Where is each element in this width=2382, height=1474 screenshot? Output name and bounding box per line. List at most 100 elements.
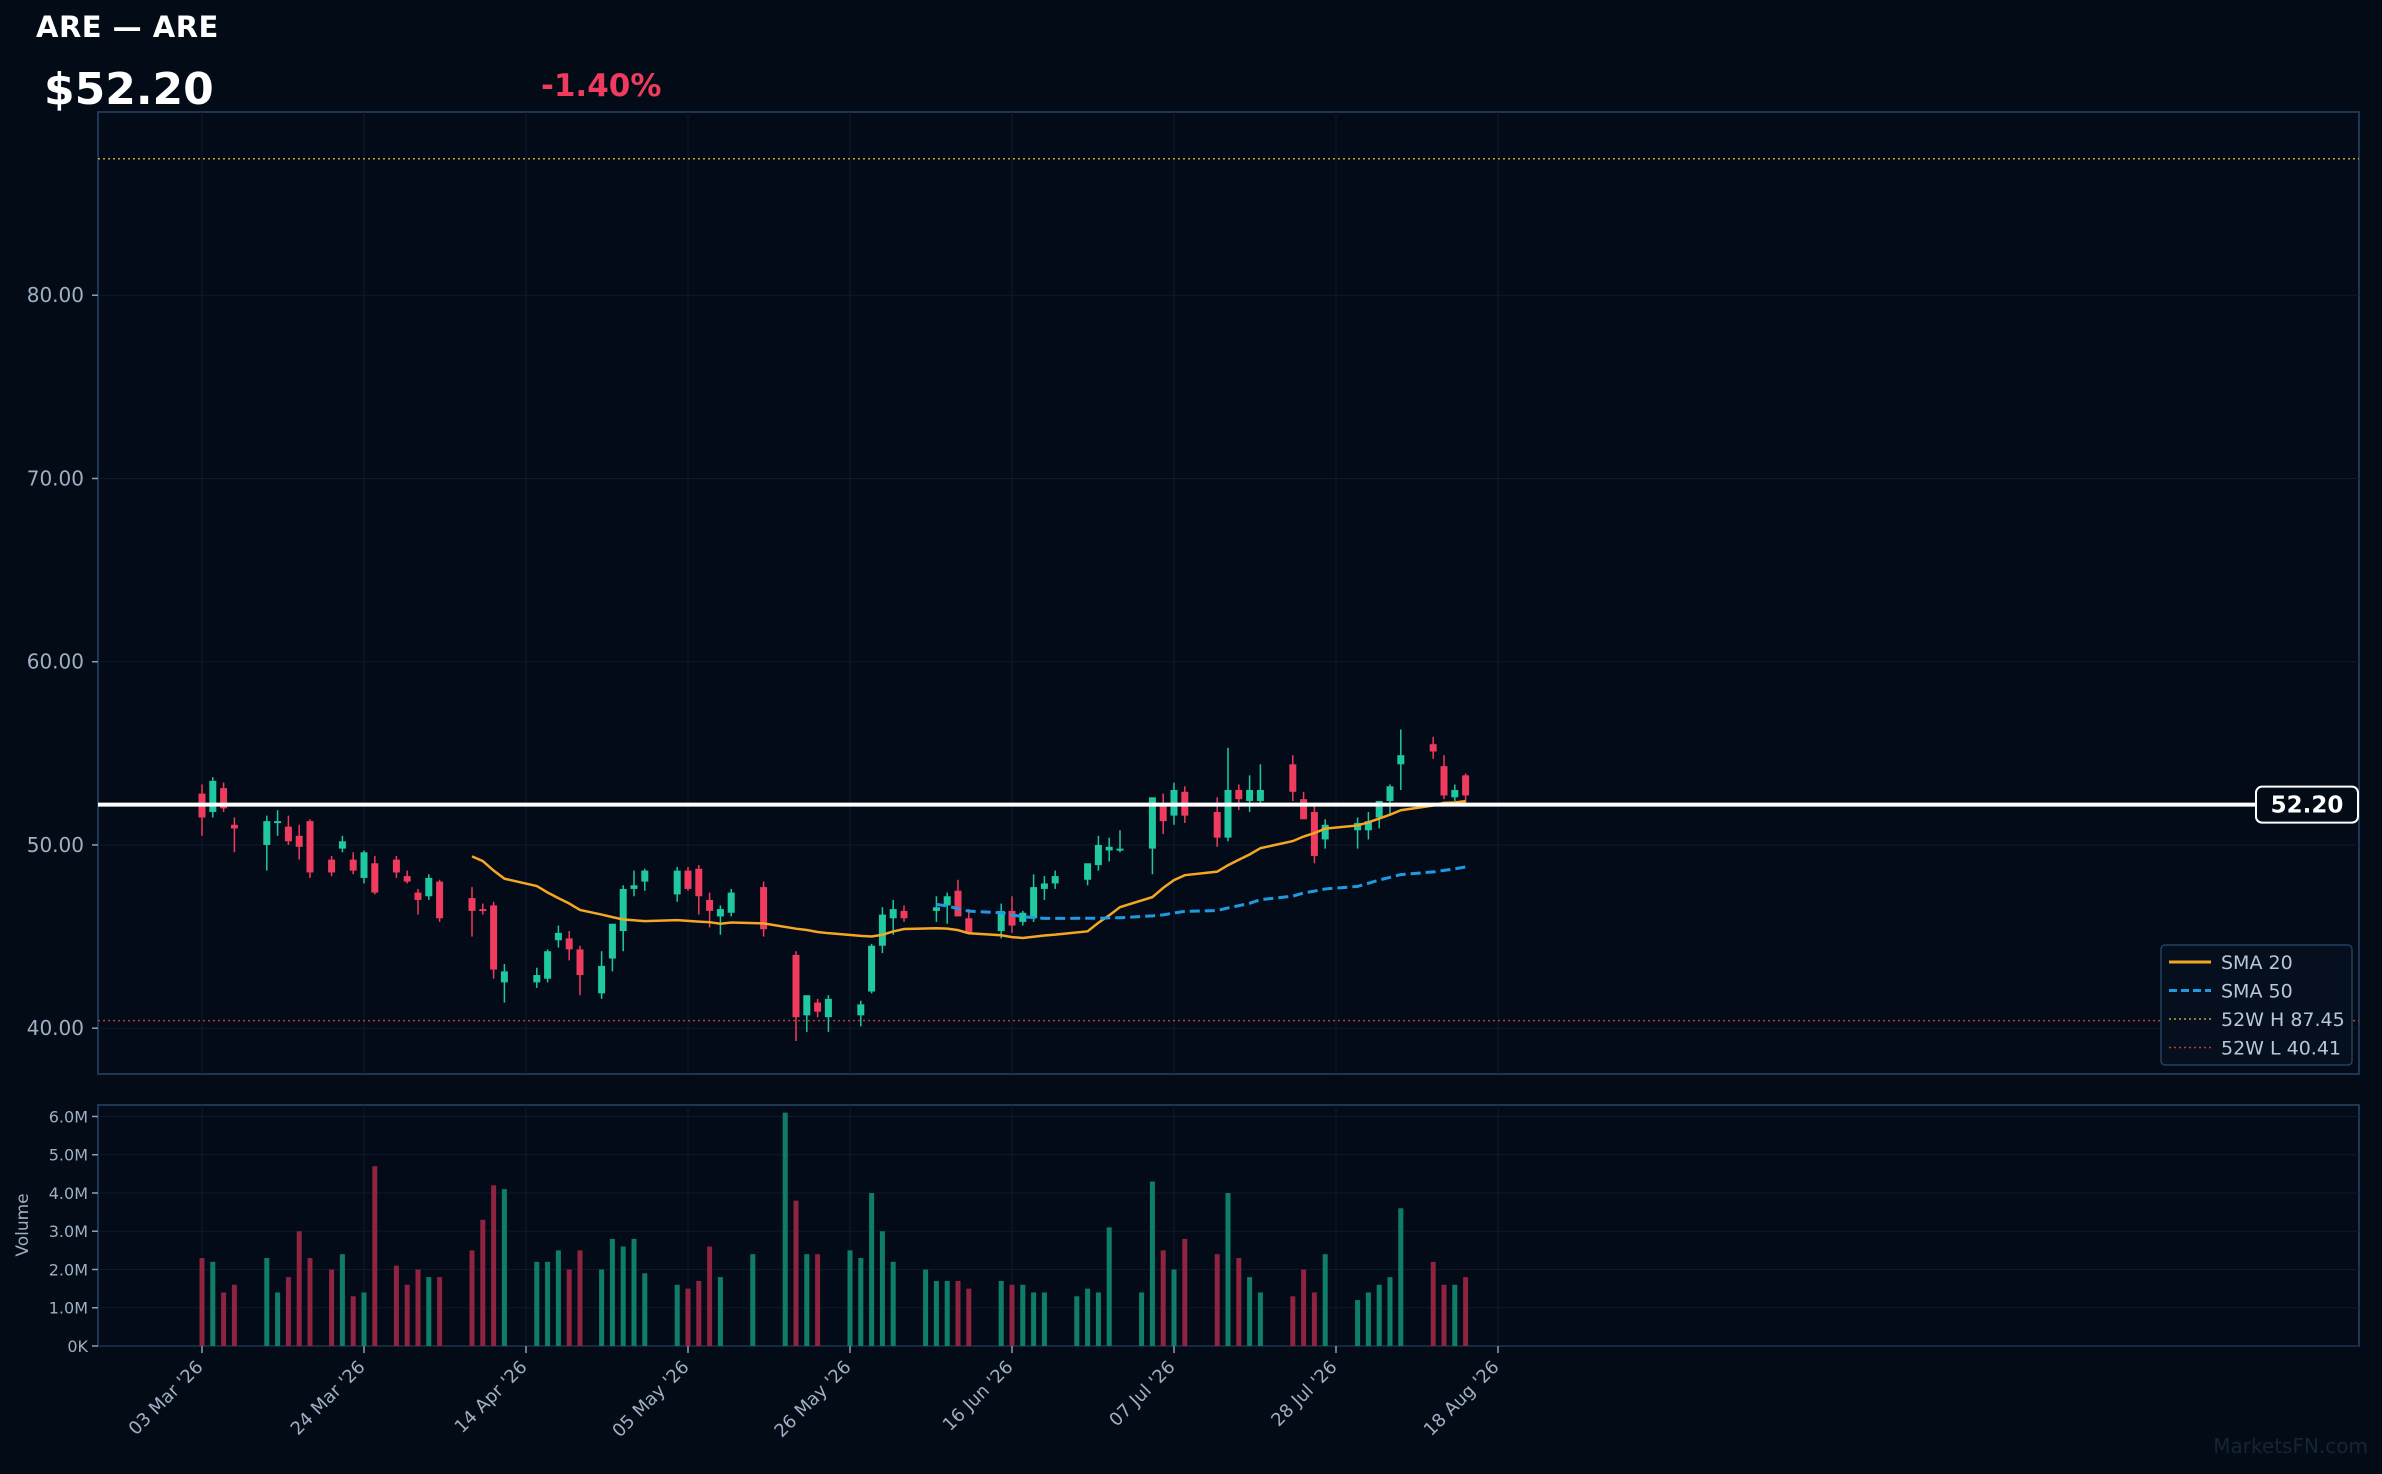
candle-body — [619, 888, 627, 932]
last-price-label: 52.20 — [2271, 793, 2344, 819]
volume-tick-label: 4.0M — [49, 1184, 88, 1203]
candle-body — [371, 863, 379, 893]
volume-bar — [566, 1269, 572, 1346]
candle-body — [630, 885, 638, 889]
volume-tick-label: 6.0M — [49, 1107, 88, 1126]
candle-body — [414, 892, 422, 900]
candle-body — [295, 835, 303, 847]
volume-bar — [1020, 1284, 1026, 1346]
volume-bar — [534, 1261, 540, 1346]
candle-body — [209, 780, 217, 812]
date-tick-label: 07 Jul '26 — [1105, 1357, 1179, 1431]
candle-body — [868, 945, 876, 992]
date-tick-label: 05 May '26 — [608, 1357, 693, 1442]
volume-bar — [1247, 1277, 1253, 1346]
candle-body — [1375, 800, 1383, 818]
price-change: -1.40% — [541, 68, 662, 104]
candle-body — [1008, 910, 1016, 926]
volume-bar — [1463, 1277, 1469, 1346]
volume-bar — [1290, 1296, 1296, 1346]
candles — [198, 729, 1470, 1042]
candle-body — [1397, 755, 1405, 765]
volume-bar — [296, 1231, 302, 1346]
candle-body — [608, 923, 616, 959]
volume-tick-label: 0K — [67, 1337, 88, 1356]
volume-bar — [285, 1277, 291, 1346]
reference-lines — [98, 157, 2359, 1022]
volume-bar — [1171, 1269, 1177, 1346]
volume-bar — [1355, 1300, 1361, 1346]
volume-bar — [966, 1288, 972, 1346]
volume-bar — [923, 1269, 929, 1346]
volume-bar — [361, 1292, 367, 1346]
volume-bar — [1376, 1284, 1382, 1346]
candle-body — [1224, 789, 1232, 838]
candle-body — [220, 788, 228, 809]
candle-body — [425, 877, 433, 897]
volume-bar — [372, 1166, 378, 1346]
volume-bar — [955, 1280, 961, 1346]
volume-bar — [393, 1265, 399, 1346]
legend-label: 52W H 87.45 — [2221, 1009, 2345, 1031]
volume-bar — [620, 1246, 626, 1346]
volume-bar — [1387, 1277, 1393, 1346]
volume-bar — [1085, 1288, 1091, 1346]
volume-bar — [264, 1258, 270, 1346]
volume-bar — [1322, 1254, 1328, 1346]
volume-bar — [339, 1254, 345, 1346]
candle-body — [943, 896, 951, 906]
volume-bar — [1365, 1292, 1371, 1346]
candle-body — [684, 870, 692, 889]
candle-body — [1213, 811, 1221, 838]
candle-body — [479, 909, 487, 912]
volume-bar — [426, 1277, 432, 1346]
moving-averages — [471, 799, 1466, 940]
candle-body — [824, 998, 832, 1018]
volume-bar — [696, 1280, 702, 1346]
volume-bar — [944, 1280, 950, 1346]
volume-bar — [674, 1284, 680, 1346]
candle-body — [576, 949, 584, 976]
candle-body — [403, 876, 411, 882]
candle-body — [814, 1002, 822, 1012]
volume-bar — [609, 1238, 615, 1346]
volume-bar — [545, 1261, 551, 1346]
last-price-box — [2255, 785, 2359, 824]
volume-bar — [469, 1250, 475, 1346]
volume-bars — [199, 1112, 1469, 1346]
candle-body — [392, 859, 400, 873]
legend-label: SMA 20 — [2221, 952, 2293, 974]
candle-body — [500, 971, 508, 983]
sma20-line — [471, 799, 1466, 940]
price-axis: 40.00 50.00 60.00 70.00 80.00 — [27, 283, 98, 1040]
volume-bar — [717, 1277, 723, 1346]
volume-bar — [199, 1258, 205, 1346]
volume-bar — [329, 1269, 335, 1346]
date-tick-label: 18 Aug '26 — [1420, 1357, 1504, 1441]
candle-body — [1040, 883, 1048, 889]
candle-body — [760, 887, 768, 930]
candle-body — [727, 892, 735, 913]
candle-body — [792, 954, 800, 1018]
volume-bar — [1398, 1208, 1404, 1346]
volume-bar — [599, 1269, 605, 1346]
price-tick-label: 80.00 — [27, 283, 84, 307]
volume-bar — [1106, 1227, 1112, 1346]
volume-bar — [1441, 1284, 1447, 1346]
candle-body — [641, 870, 649, 882]
volume-bar — [1214, 1254, 1220, 1346]
volume-bar — [1160, 1250, 1166, 1346]
candle-body — [533, 975, 541, 983]
candle-body — [1300, 799, 1308, 820]
candle-body — [878, 914, 886, 946]
volume-bar — [1031, 1292, 1037, 1346]
volume-bar — [998, 1280, 1004, 1346]
candle-body — [1386, 786, 1394, 801]
volume-bar — [577, 1250, 583, 1346]
volume-bar — [1236, 1258, 1242, 1346]
volume-bar — [1257, 1292, 1263, 1346]
date-tick-label: 14 Apr '26 — [451, 1357, 532, 1438]
candle-body — [932, 907, 940, 911]
candle-body — [1105, 846, 1113, 851]
